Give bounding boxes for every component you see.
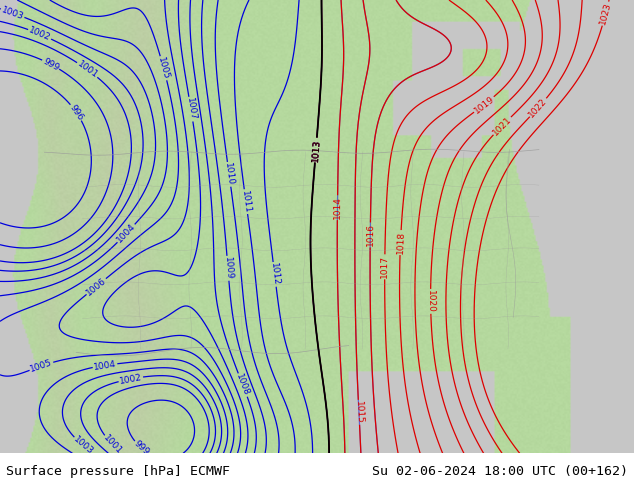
- Text: 1001: 1001: [101, 434, 124, 456]
- Text: Su 02-06-2024 18:00 UTC (00+162): Su 02-06-2024 18:00 UTC (00+162): [372, 465, 628, 478]
- Text: 1020: 1020: [426, 290, 435, 313]
- Text: Surface pressure [hPa] ECMWF: Surface pressure [hPa] ECMWF: [6, 465, 230, 478]
- Text: 1008: 1008: [235, 373, 251, 397]
- Text: 1005: 1005: [29, 358, 54, 374]
- Text: 1015: 1015: [354, 401, 364, 424]
- Text: 1003: 1003: [72, 435, 95, 457]
- Text: 1011: 1011: [240, 190, 252, 214]
- Text: 1021: 1021: [491, 115, 514, 137]
- Text: 1002: 1002: [119, 372, 143, 386]
- Text: 1019: 1019: [472, 94, 496, 115]
- Text: 1013: 1013: [311, 138, 321, 162]
- Text: 1023: 1023: [598, 1, 613, 26]
- Text: 1004: 1004: [93, 359, 117, 371]
- Text: 1003: 1003: [1, 5, 25, 21]
- Text: 1013: 1013: [311, 138, 321, 162]
- Text: 1004: 1004: [115, 222, 138, 245]
- Text: 1007: 1007: [184, 97, 197, 121]
- Text: 999: 999: [41, 56, 61, 73]
- Text: 1006: 1006: [84, 276, 108, 297]
- Text: 1005: 1005: [156, 56, 171, 80]
- Text: 1016: 1016: [366, 223, 375, 246]
- Text: 1014: 1014: [333, 196, 342, 219]
- Text: 1013: 1013: [311, 138, 321, 162]
- Text: 999: 999: [132, 439, 151, 457]
- Text: 1002: 1002: [27, 25, 52, 43]
- Text: 1009: 1009: [223, 256, 233, 280]
- Text: 1012: 1012: [269, 263, 280, 286]
- Text: 1017: 1017: [380, 255, 389, 278]
- Text: 996: 996: [68, 103, 85, 122]
- Text: 1010: 1010: [223, 162, 235, 186]
- Text: 1022: 1022: [527, 96, 549, 119]
- Text: 1018: 1018: [396, 231, 406, 254]
- Text: 1001: 1001: [75, 59, 100, 80]
